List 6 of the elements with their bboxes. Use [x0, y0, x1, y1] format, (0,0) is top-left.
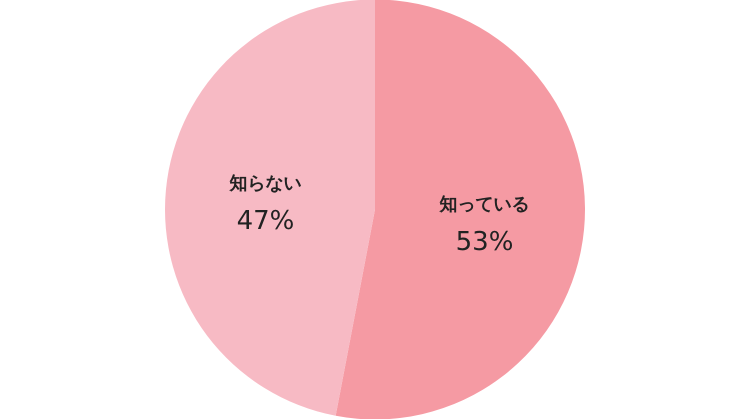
pie-slice [336, 0, 585, 419]
slice-label: 知らない [228, 173, 302, 194]
pie-slice [165, 0, 375, 416]
data-label: 53% [456, 226, 514, 257]
data-label: 47% [236, 206, 294, 236]
slice-label: 知っている [438, 194, 530, 215]
